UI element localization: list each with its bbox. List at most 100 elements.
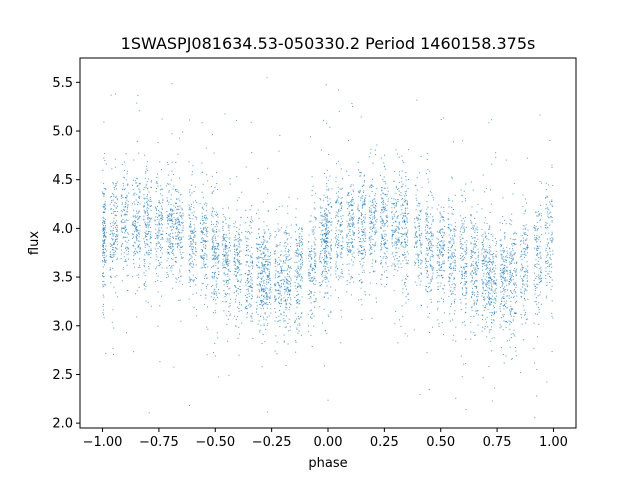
- data-point: [358, 210, 360, 212]
- data-point: [275, 273, 277, 275]
- data-point: [160, 220, 162, 222]
- data-point: [488, 280, 490, 282]
- data-point: [206, 174, 208, 176]
- data-point: [313, 241, 315, 243]
- data-point: [205, 241, 207, 243]
- data-point: [104, 257, 106, 259]
- data-point: [460, 266, 462, 268]
- data-point: [104, 254, 106, 256]
- data-point: [274, 262, 276, 264]
- data-point: [201, 256, 203, 258]
- data-point: [123, 185, 125, 187]
- data-point: [540, 278, 542, 280]
- data-point: [124, 260, 126, 262]
- data-point: [508, 261, 510, 263]
- data-point: [258, 243, 260, 245]
- data-point: [290, 304, 292, 306]
- data-point: [492, 258, 494, 260]
- data-point: [214, 236, 216, 238]
- data-point: [509, 281, 511, 283]
- data-point: [464, 250, 466, 252]
- data-point: [430, 279, 432, 281]
- data-point: [495, 152, 497, 154]
- data-point: [420, 210, 422, 212]
- data-point: [449, 230, 451, 232]
- data-point: [545, 247, 547, 249]
- data-point: [261, 272, 263, 274]
- data-point: [406, 241, 408, 243]
- data-point: [341, 187, 343, 189]
- data-point: [473, 303, 475, 305]
- data-point: [280, 227, 282, 229]
- data-point: [128, 248, 130, 250]
- data-point: [451, 252, 453, 254]
- data-point: [442, 270, 444, 272]
- data-point: [312, 233, 314, 235]
- data-point: [308, 272, 310, 274]
- data-point: [483, 282, 485, 284]
- data-point: [267, 279, 269, 281]
- data-point: [374, 212, 376, 214]
- data-point: [190, 231, 192, 233]
- data-point: [453, 243, 455, 244]
- data-point: [263, 256, 265, 258]
- data-point: [155, 223, 157, 225]
- data-point: [123, 208, 125, 210]
- data-point: [401, 155, 403, 157]
- data-point: [505, 277, 507, 279]
- data-point: [536, 247, 538, 249]
- data-point: [322, 322, 324, 324]
- data-point: [426, 254, 428, 256]
- data-point: [447, 249, 449, 251]
- data-point: [319, 261, 321, 263]
- data-point: [298, 269, 300, 271]
- data-point: [324, 223, 326, 225]
- data-point: [223, 266, 225, 268]
- data-point: [122, 219, 124, 221]
- data-point: [440, 265, 442, 267]
- data-point: [417, 218, 419, 220]
- data-point: [222, 253, 224, 255]
- data-point: [158, 227, 160, 229]
- data-point: [181, 208, 183, 210]
- data-point: [490, 262, 492, 264]
- data-point: [432, 234, 434, 236]
- data-point: [166, 217, 168, 219]
- data-point: [311, 231, 313, 233]
- data-point: [341, 248, 343, 250]
- data-point: [150, 218, 152, 220]
- data-point: [352, 213, 354, 215]
- data-point: [420, 250, 422, 252]
- data-point: [139, 195, 141, 197]
- data-point: [123, 213, 125, 215]
- data-point: [338, 110, 340, 112]
- data-point: [464, 281, 466, 283]
- data-point: [386, 222, 388, 224]
- data-point: [261, 265, 263, 267]
- data-point: [502, 274, 504, 276]
- data-point: [311, 277, 313, 279]
- data-point: [374, 220, 376, 222]
- data-point: [117, 248, 119, 250]
- data-point: [534, 313, 536, 315]
- data-point: [160, 256, 162, 258]
- data-point: [222, 226, 224, 228]
- data-point: [212, 134, 214, 136]
- data-point: [267, 275, 269, 277]
- data-point: [441, 269, 443, 271]
- data-point: [546, 196, 548, 198]
- data-point: [527, 247, 529, 248]
- data-point: [540, 213, 542, 215]
- data-point: [379, 174, 381, 176]
- data-point: [348, 250, 350, 252]
- data-point: [462, 243, 464, 245]
- data-point: [482, 292, 484, 294]
- data-point: [521, 269, 523, 271]
- data-point: [454, 289, 456, 291]
- data-point: [475, 223, 477, 225]
- data-point: [301, 296, 303, 298]
- data-point: [351, 217, 353, 219]
- data-point: [324, 217, 326, 219]
- data-point: [443, 260, 445, 262]
- data-point: [325, 261, 327, 263]
